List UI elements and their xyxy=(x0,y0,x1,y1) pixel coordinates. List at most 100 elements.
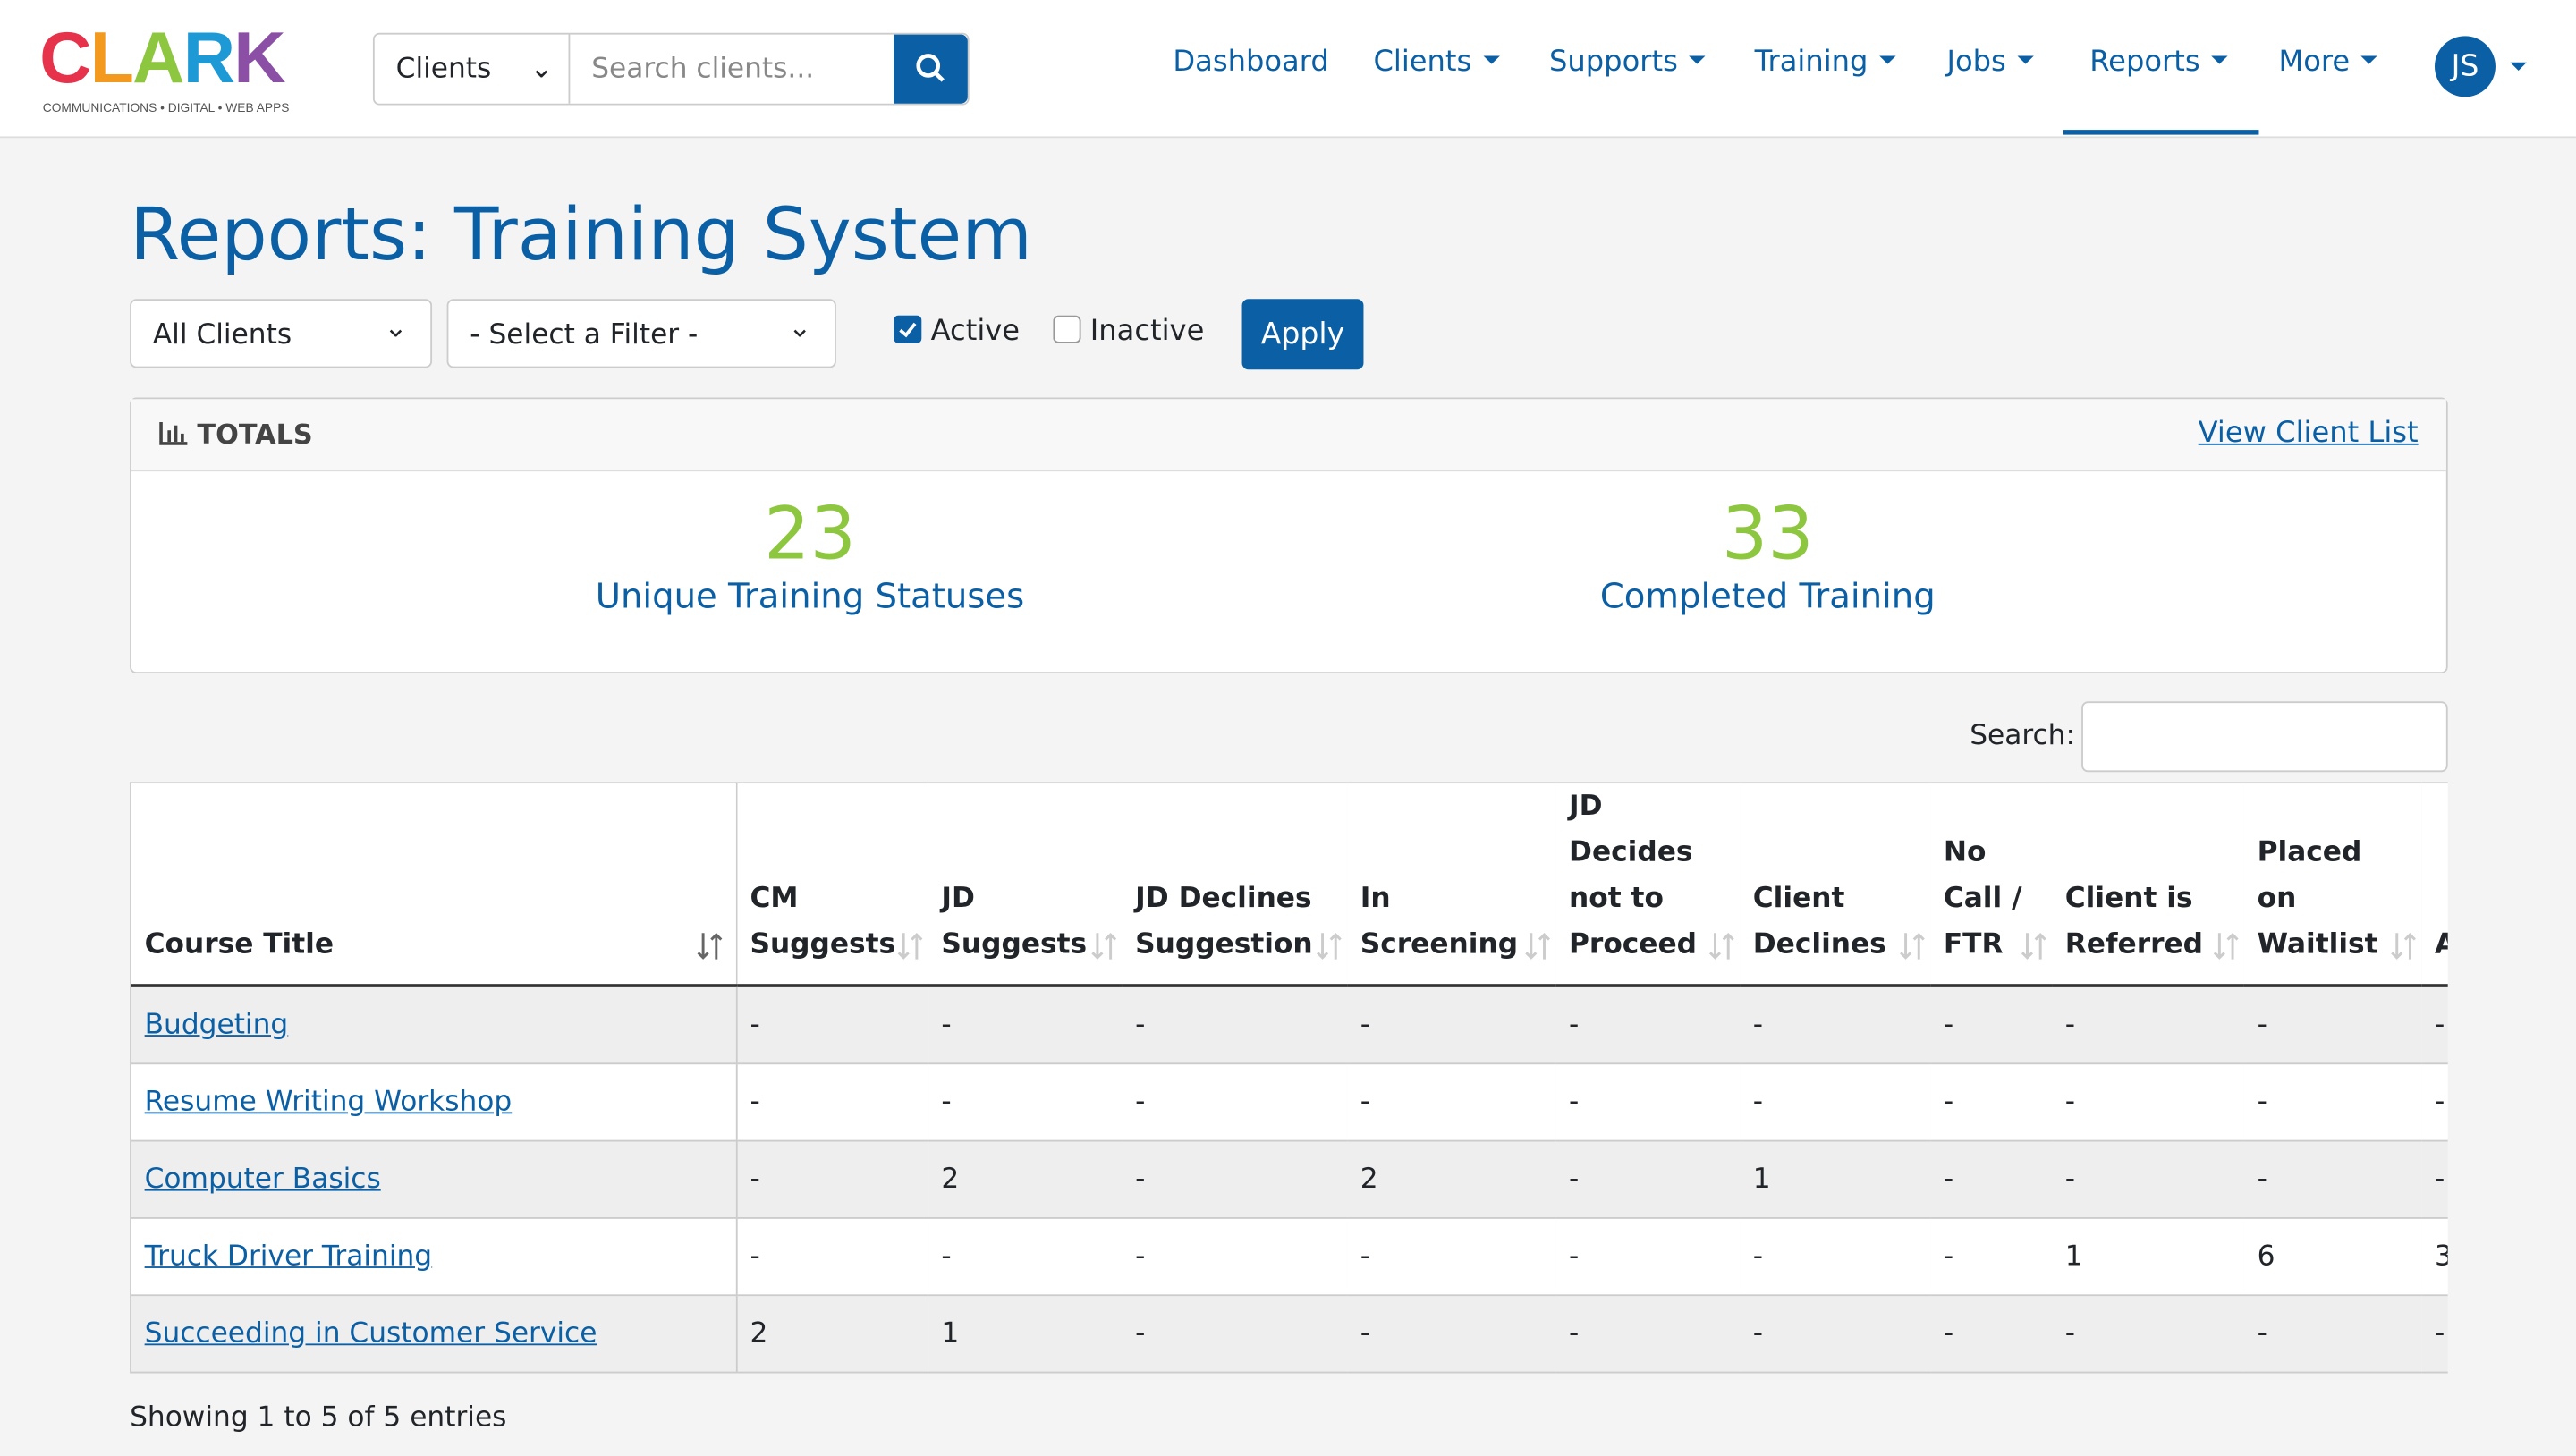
nav-label: Dashboard xyxy=(1173,46,1329,80)
course-link[interactable]: Succeeding in Customer Service xyxy=(144,1317,597,1350)
table-cell: Computer Basics xyxy=(131,1140,737,1219)
stat-label: Unique Training Statuses xyxy=(595,576,1025,616)
apply-button[interactable]: Apply xyxy=(1241,299,1364,370)
nav-label: Jobs xyxy=(1946,46,2006,80)
cell-value: - xyxy=(1360,1240,1371,1274)
nav-item[interactable]: Dashboard xyxy=(1173,46,1328,79)
cell-value: - xyxy=(1752,1008,1764,1042)
cell-value: - xyxy=(1943,1086,1954,1119)
cell-value: - xyxy=(1135,1086,1146,1119)
column-header[interactable]: No Call / FTR xyxy=(1930,782,2053,987)
active-label: Active xyxy=(930,315,1021,349)
table-cell: - xyxy=(1740,1217,1931,1297)
course-link[interactable]: Truck Driver Training xyxy=(144,1240,433,1274)
totals-card: TOTALS View Client List 23 Unique Trainin… xyxy=(130,397,2448,674)
table-cell: 2 xyxy=(735,1295,928,1374)
nav-label: Training xyxy=(1754,46,1868,80)
column-header[interactable]: Client Declines xyxy=(1740,782,1931,987)
cell-value: - xyxy=(1569,1086,1580,1119)
client-select[interactable]: All Clients ⌄ xyxy=(130,299,433,368)
course-link[interactable]: Resume Writing Workshop xyxy=(144,1086,513,1119)
table-cell: 2 xyxy=(1347,1140,1556,1219)
caret xyxy=(2211,55,2228,64)
cell-value: - xyxy=(1135,1163,1146,1197)
table-row: Resume Writing Workshop - - - - - - - - - - xyxy=(131,1063,2448,1142)
stat-value: 33 xyxy=(1721,493,1814,577)
column-title: CM Suggests xyxy=(750,882,896,961)
column-title: JD Declines Suggestion xyxy=(1135,882,1313,961)
cell-value: - xyxy=(750,1240,760,1274)
column-header[interactable]: JD Decides not to Proceed xyxy=(1555,782,1741,987)
search-input[interactable]: Search clients... xyxy=(591,52,815,86)
column-header[interactable]: Client is Referred xyxy=(2052,782,2244,987)
cell-value: - xyxy=(1135,1240,1146,1274)
cell-value: - xyxy=(941,1086,952,1119)
cell-value: 2 xyxy=(1360,1163,1378,1197)
column-header[interactable]: Placed on Waitlist xyxy=(2243,782,2422,987)
cell-value: - xyxy=(1569,1008,1580,1042)
nav-item[interactable]: Clients xyxy=(1373,46,1504,79)
cell-value: - xyxy=(2257,1086,2267,1119)
cell-value: - xyxy=(2434,1163,2445,1197)
stat: 23 Unique Training Statuses xyxy=(399,493,1220,616)
active-checkbox[interactable]: Active xyxy=(894,315,1021,349)
table-cell: - xyxy=(2052,1295,2244,1374)
column-header[interactable]: A xyxy=(2421,782,2448,987)
cell-value: 2 xyxy=(941,1163,960,1197)
search-scope[interactable]: Clients ⌄ xyxy=(375,34,571,104)
filter-select[interactable]: - Select a Filter - ⌄ xyxy=(446,299,836,368)
column-title: Client Declines xyxy=(1752,882,1886,961)
report-table: Course Title CM Suggests JD Suggests JD Dec… xyxy=(131,782,2448,1374)
table-cell: - xyxy=(735,986,928,1065)
table-cell: Budgeting xyxy=(131,986,737,1065)
sort-icon xyxy=(1316,933,1342,960)
sort-icon xyxy=(1708,933,1734,960)
column-title: Client is Referred xyxy=(2064,882,2204,961)
table-cell: - xyxy=(735,1217,928,1297)
sort-icon xyxy=(2021,933,2046,960)
table-search-input[interactable] xyxy=(2081,701,2448,773)
table-cell: - xyxy=(1347,1295,1556,1374)
inactive-checkbox[interactable]: Inactive xyxy=(1053,315,1204,348)
sort-icon xyxy=(1091,933,1117,960)
nav-item[interactable]: Supports xyxy=(1549,46,1711,79)
sort-icon xyxy=(1900,933,1925,960)
table-cell: - xyxy=(1555,1295,1741,1374)
sort-icon xyxy=(696,933,722,960)
column-header[interactable]: CM Suggests xyxy=(735,782,928,987)
search-button[interactable] xyxy=(894,34,968,104)
column-header[interactable]: Course Title xyxy=(131,782,737,987)
table-cell: - xyxy=(1122,1295,1348,1374)
column-title: Course Title xyxy=(144,927,335,961)
column-header[interactable]: In Screening xyxy=(1347,782,1556,987)
nav-item[interactable]: Jobs xyxy=(1946,46,2038,79)
stat-value: 23 xyxy=(764,493,856,577)
course-link[interactable]: Budgeting xyxy=(144,1008,289,1042)
column-title: No Call / FTR xyxy=(1943,835,2022,961)
logo-letter: K xyxy=(233,18,285,99)
column-header[interactable]: JD Declines Suggestion xyxy=(1122,782,1348,987)
cell-value: 3 xyxy=(2435,1240,2448,1274)
table-cell: - xyxy=(735,1063,928,1142)
search-group: Clients ⌄ Search clients... xyxy=(372,32,970,106)
nav-label: Reports xyxy=(2089,46,2200,80)
table-cell: - xyxy=(2421,1140,2448,1219)
cell-value: - xyxy=(1360,1086,1371,1119)
table-cell: - xyxy=(1555,986,1741,1065)
nav-item[interactable]: More xyxy=(2279,46,2383,79)
view-client-list-link[interactable]: View Client List xyxy=(2198,417,2419,451)
table-cell: - xyxy=(1930,1295,2053,1374)
user-avatar[interactable]: JS xyxy=(2434,36,2496,97)
logo[interactable]: CLARK xyxy=(39,22,286,96)
course-link[interactable]: Computer Basics xyxy=(144,1163,381,1197)
table-cell: - xyxy=(1347,1063,1556,1142)
nav-item[interactable]: Reports xyxy=(2063,46,2260,135)
table-info: Showing 1 to 5 of 5 entries xyxy=(130,1401,507,1435)
caret xyxy=(1879,55,1896,64)
sort-icon xyxy=(1525,933,1551,960)
nav-item[interactable]: Training xyxy=(1755,46,1902,79)
table-row: Succeeding in Customer Service 2 1 - - - - - - - - xyxy=(131,1295,2448,1374)
column-header[interactable]: JD Suggests xyxy=(928,782,1123,987)
table-cell: 1 xyxy=(928,1295,1123,1374)
